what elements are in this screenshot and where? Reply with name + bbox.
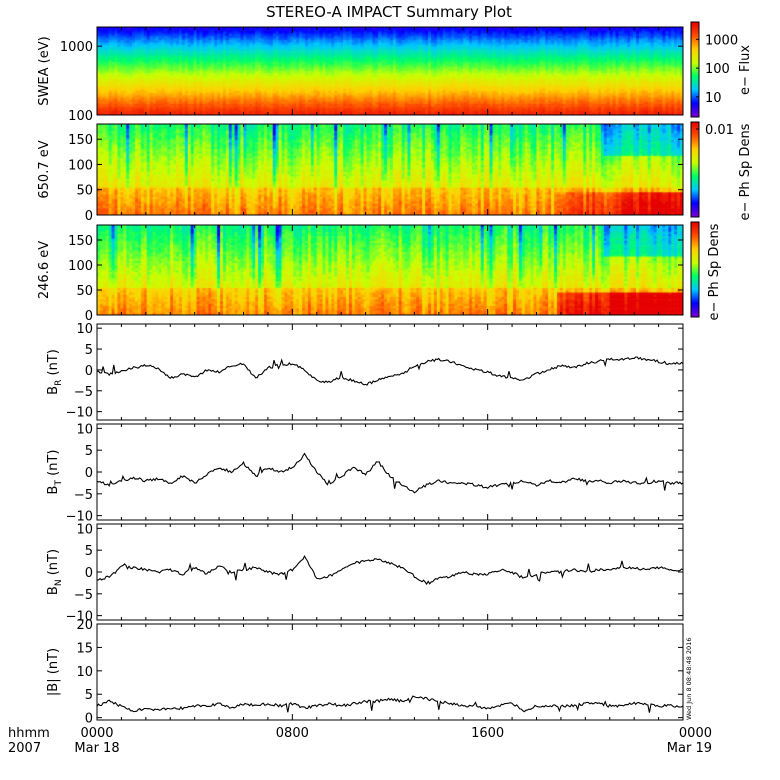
series-line-6: [96, 695, 684, 713]
y-tick-label: 0: [85, 364, 93, 379]
time-label-row2: Mar 19: [667, 741, 712, 756]
panel-1: 0.01 e− Ph Sp Dens 650.7 eV 150 100 50 0: [37, 121, 753, 224]
y-axis-label: SWEA (eV): [37, 36, 52, 105]
y-tick-label: 0: [85, 209, 93, 224]
ylabel-main: |B|: [46, 678, 61, 696]
y-tick-label: 150: [68, 234, 93, 249]
time-label-row1: 0000: [679, 726, 712, 741]
panel-frame-4: [96, 423, 684, 521]
series-line-5: [97, 554, 684, 586]
ylabel-unit: (nT): [46, 549, 61, 579]
y-tick-label: −10: [66, 510, 93, 525]
y-tick-label: 0: [85, 466, 93, 481]
y-tick-label: 150: [68, 133, 93, 148]
panel-frame-5: [96, 523, 684, 621]
plot-title: STEREO-A IMPACT Summary Plot: [266, 3, 512, 21]
time-label-row1: 0000: [80, 726, 113, 741]
y-tick-label: 5: [85, 688, 93, 703]
y-tick-label: −10: [66, 610, 93, 625]
time-label-row2: 2007: [8, 741, 41, 756]
spectrogram-0: [97, 27, 683, 115]
y-tick-label: 1000: [60, 40, 93, 55]
time-label-row1: hhmm: [8, 726, 50, 741]
y-tick-label: 0: [85, 309, 93, 324]
colorbar-0: [691, 22, 699, 117]
y-tick-label: 20: [76, 618, 93, 633]
y-tick-label: 50: [76, 284, 93, 299]
colorbar-tick-label: 1000: [705, 33, 738, 48]
colorbar-label: e− Ph Sp Dens: [707, 223, 722, 320]
colorbar-tick-label: 100: [705, 62, 730, 77]
panel-5: BN (nT) 10 5 0 −5 −10: [46, 522, 684, 625]
time-axis: hhmm 0000 0800 1600 0000 2007 Mar 18 Mar 19: [8, 726, 712, 756]
y-tick-label: 10: [76, 522, 93, 537]
ylabel-sub: N: [54, 579, 64, 586]
y-tick-label: 100: [68, 259, 93, 274]
y-tick-label: −5: [74, 385, 93, 400]
y-tick-label: −5: [74, 488, 93, 503]
y-axis-label: BR (nT): [46, 349, 64, 395]
y-axis-label: |B| (nT): [46, 648, 61, 696]
y-tick-label: 10: [76, 422, 93, 437]
panel-6: |B| (nT) 20 15 10 5 0: [46, 618, 684, 727]
y-tick-label: 100: [68, 109, 93, 124]
panel-0: 1000 100 10 e− Flux SWEA (eV) 1000 100: [37, 21, 753, 124]
y-tick-label: 0: [85, 566, 93, 581]
colorbar-label: e− Ph Sp Dens: [738, 123, 753, 220]
colorbar-2: [691, 222, 699, 317]
y-tick-label: 0: [85, 712, 93, 727]
ylabel-main: B: [46, 486, 61, 495]
ylabel-sub: R: [54, 380, 64, 386]
ylabel-unit: (nT): [46, 349, 61, 379]
colorbar-tick-label: 10: [705, 91, 722, 106]
ylabel-unit: (nT): [46, 648, 61, 678]
panel-2: e− Ph Sp Dens 246.6 eV 150 100 50 0: [37, 221, 722, 324]
colorbar-frame-1: [690, 121, 700, 218]
colorbar-label: e− Flux: [738, 45, 753, 95]
y-axis-label: BN (nT): [46, 549, 64, 595]
spectrogram-1: [97, 124, 683, 215]
spectrogram-2: [97, 225, 683, 315]
ylabel-sub: T: [54, 480, 64, 487]
colorbar-frame-0: [690, 21, 700, 118]
y-tick-label: 5: [85, 343, 93, 358]
y-axis-label: 650.7 eV: [37, 140, 52, 198]
ylabel-main: B: [46, 386, 61, 395]
y-tick-label: 5: [85, 544, 93, 559]
colorbar-1: [691, 122, 699, 217]
y-tick-label: 50: [76, 184, 93, 199]
y-tick-label: 15: [76, 641, 93, 656]
timestamp-stamp: Wed Jun 8 08:48:48 2016: [685, 638, 693, 720]
y-tick-label: −5: [74, 588, 93, 603]
panel-frame-3: [96, 323, 684, 421]
time-label-row1: 1600: [471, 726, 504, 741]
colorbar-tick-label: 0.01: [705, 123, 734, 138]
y-axis-label: BT (nT): [46, 450, 64, 495]
time-label-row2: Mar 18: [74, 741, 119, 756]
series-line-3: [96, 356, 684, 386]
panel-4: BT (nT) 10 5 0 −5 −10: [46, 422, 684, 525]
y-tick-label: 10: [76, 665, 93, 680]
y-tick-label: 100: [68, 158, 93, 173]
y-tick-label: 5: [85, 444, 93, 459]
y-tick-label: 10: [76, 322, 93, 337]
ylabel-main: B: [46, 586, 61, 595]
colorbar-frame-2: [690, 221, 700, 318]
time-label-row1: 0800: [276, 726, 309, 741]
panel-3: BR (nT) 10 5 0 −5 −10: [46, 322, 684, 421]
series-line-4: [96, 452, 684, 494]
panel-frame-6: [96, 623, 684, 721]
ylabel-unit: (nT): [46, 450, 61, 480]
y-tick-label: −10: [66, 406, 93, 421]
y-axis-label: 246.6 eV: [37, 241, 52, 299]
